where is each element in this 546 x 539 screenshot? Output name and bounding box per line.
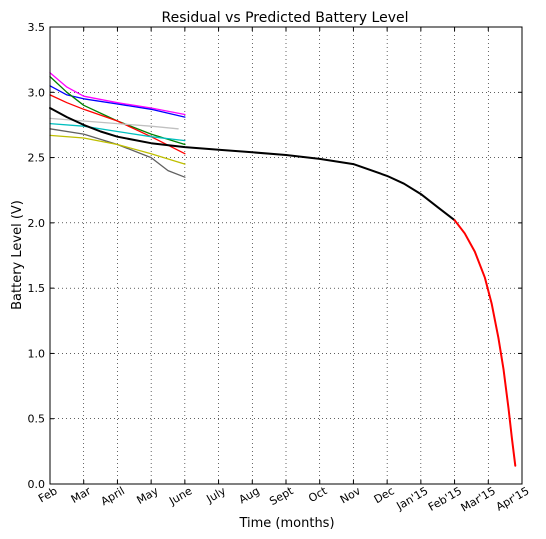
grid [50, 27, 522, 484]
chart-title: Residual vs Predicted Battery Level [162, 10, 409, 26]
y-tick-label: 2.0 [28, 217, 46, 230]
x-axis-title: Time (months) [238, 516, 334, 531]
series-line-2 [49, 75, 186, 146]
series-group [49, 72, 517, 467]
y-tick-label: 0.0 [28, 478, 46, 491]
series-line-6 [49, 128, 186, 178]
y-tick-label: 1.5 [28, 282, 46, 295]
series-line-3 [49, 94, 186, 155]
y-tick-label: 3.5 [28, 21, 46, 34]
series-line-8 [49, 107, 456, 222]
series-line-5 [49, 122, 186, 142]
series-line-0 [49, 72, 186, 116]
series-line-9 [453, 219, 517, 467]
series-line-7 [49, 134, 186, 165]
series-line-1 [49, 85, 186, 118]
y-axis-title: Battery Level (V) [10, 200, 25, 310]
y-tick-label: 2.5 [28, 152, 46, 165]
y-tick-label: 1.0 [28, 347, 46, 360]
y-tick-label: 0.5 [28, 413, 46, 426]
y-tick-label: 3.0 [28, 86, 46, 99]
